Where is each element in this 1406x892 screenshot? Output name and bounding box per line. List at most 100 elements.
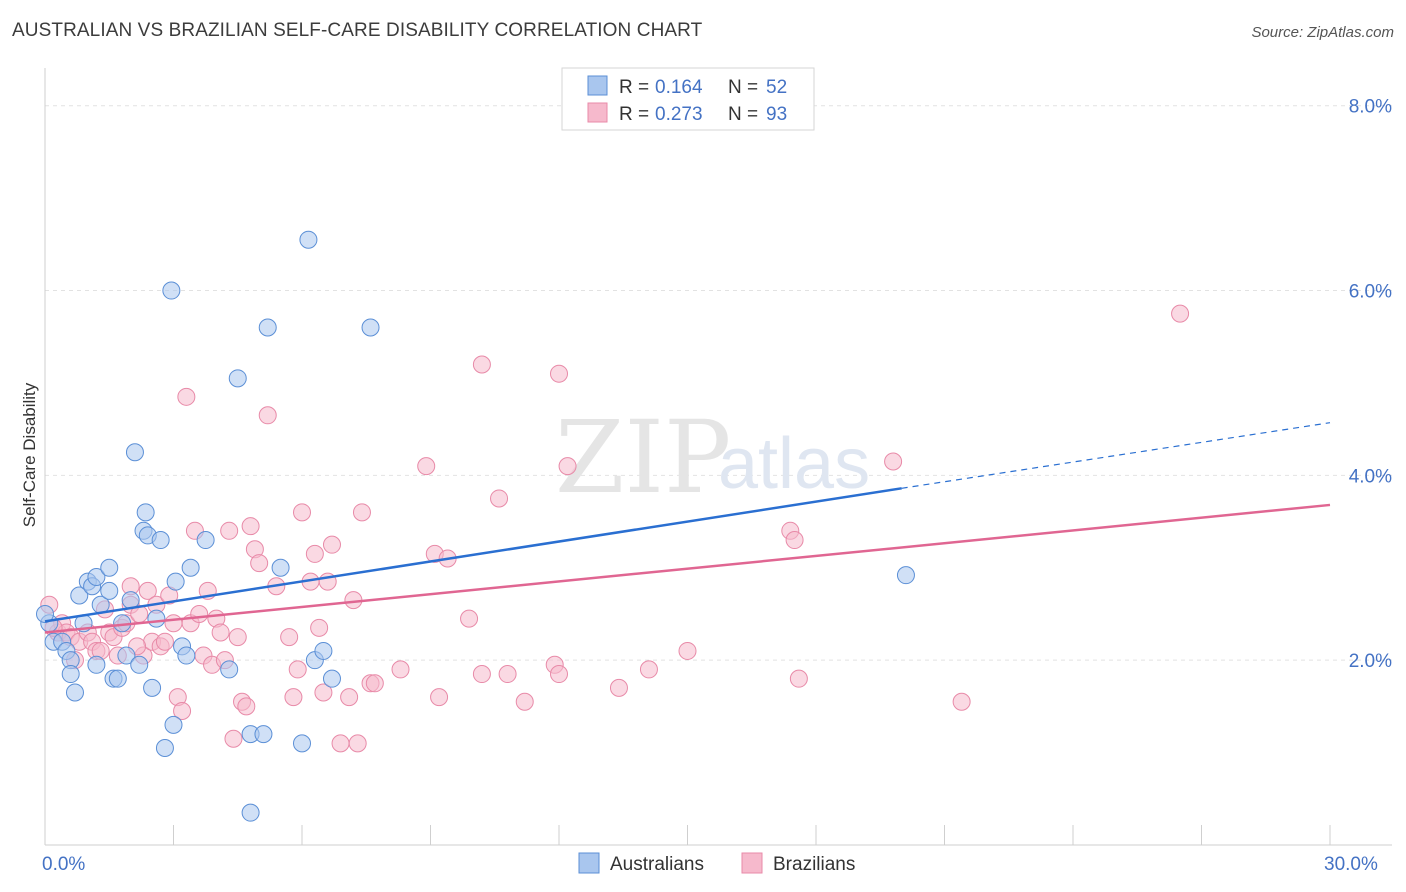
australians-swatch (587, 75, 608, 96)
australians-point (228, 369, 247, 388)
brazilians-point (250, 554, 269, 573)
australians-point (271, 558, 290, 577)
brazilians-point (310, 618, 329, 637)
brazilians-point (284, 688, 303, 707)
y-tick-label: 4.0% (1349, 466, 1392, 487)
brazilians-points (40, 304, 1190, 753)
australians-point (125, 443, 144, 462)
australians-point (155, 738, 174, 757)
australians-point (896, 566, 915, 585)
chart-source: Source: ZipAtlas.com (1251, 24, 1394, 41)
australians-point (254, 725, 273, 744)
brazilians-point (224, 729, 243, 748)
australians-point (65, 683, 84, 702)
brazilians-point (678, 641, 697, 660)
brazilians-point (550, 665, 568, 684)
australians-point (361, 318, 380, 337)
y-axis-label: Self-Care Disability (20, 382, 39, 527)
brazilians-point (280, 628, 299, 647)
australians-point (196, 531, 215, 550)
australians-point (258, 318, 277, 337)
brazilians-point (220, 521, 239, 540)
brazilians-point (884, 452, 903, 471)
australians-point (151, 531, 170, 550)
brazilians-point (164, 614, 183, 633)
brazilians-point (558, 457, 577, 476)
brazilians-point (322, 535, 341, 554)
brazilians-point (550, 364, 568, 383)
australians-point (293, 734, 311, 753)
australians-point (87, 568, 106, 587)
australians-point (117, 646, 136, 665)
australians-point (136, 503, 155, 522)
brazilians-swatch (587, 102, 608, 123)
brazilians-point (789, 669, 808, 688)
australians-point (299, 230, 318, 249)
australians-point (220, 660, 239, 679)
legend-r-value-br: 0.273 (655, 104, 703, 125)
australians-point (314, 641, 333, 660)
axes (44, 68, 1392, 846)
australians-point (143, 678, 162, 697)
brazilians-point (293, 503, 311, 522)
brazilians-point (490, 489, 509, 508)
x-tick-label-min: 0.0% (42, 854, 85, 875)
brazilians-trend-line (44, 503, 1331, 634)
legend-r-value-au: 0.164 (655, 77, 703, 98)
brazilians-point (314, 683, 333, 702)
brazilians-point (365, 674, 384, 693)
brazilians-point (211, 623, 230, 642)
brazilians-point (348, 734, 367, 753)
brazilians-point (228, 628, 247, 647)
watermark-zip: ZIP (555, 399, 731, 516)
brazilians-point (177, 387, 196, 406)
australians-point (61, 665, 80, 684)
legend-r-label-au: R = (619, 77, 649, 98)
brazilians-point (173, 702, 192, 721)
australians-point (241, 803, 260, 822)
australians-point (147, 609, 166, 628)
australians-point (36, 604, 54, 623)
brazilians-point (639, 660, 658, 679)
australians-point (177, 646, 196, 665)
brazilians-point (352, 503, 371, 522)
brazilians-point (1171, 304, 1190, 323)
australians-point (181, 558, 200, 577)
australians-point (162, 281, 181, 300)
australians-trend-line (44, 487, 902, 623)
australians-point (130, 655, 149, 674)
x-ticks (44, 825, 1331, 845)
australians-point (100, 558, 119, 577)
brazilians-point (430, 688, 449, 707)
brazilians-point (609, 678, 628, 697)
brazilians-point (190, 604, 209, 623)
brazilians-point (472, 665, 491, 684)
australians-point (166, 572, 185, 591)
brazilians-point (472, 355, 491, 374)
brazilians-point (138, 581, 157, 600)
y-tick-label: 8.0% (1349, 97, 1392, 118)
legend-n-label-br: N = (728, 104, 758, 125)
brazilians-point (340, 688, 359, 707)
stats-legend: R = 0.164 N = 52 R = 0.273 N = 93 (561, 67, 815, 131)
grid-lines (45, 105, 1392, 661)
brazilians-point (391, 660, 410, 679)
y-tick-labels: 2.0% 4.0% 6.0% 8.0% (1349, 97, 1392, 672)
brazilians-point (331, 734, 350, 753)
brazilians-point (515, 692, 534, 711)
watermark: ZIP atlas (555, 399, 870, 516)
australians-point (322, 669, 341, 688)
brazilians-point (258, 406, 277, 425)
brazilians-point (237, 697, 256, 716)
legend-r-label-br: R = (619, 104, 649, 125)
brazilians-point (952, 692, 971, 711)
series-legend: Australians Brazilians (578, 852, 855, 875)
australians-point (108, 669, 127, 688)
brazilians-point (785, 531, 804, 550)
x-tick-label-max: 30.0% (1324, 854, 1378, 875)
brazilians-point (155, 632, 174, 651)
bottom-legend-australians: Australians (610, 854, 704, 875)
chart-title: AUSTRALIAN VS BRAZILIAN SELF-CARE DISABI… (12, 20, 703, 41)
brazilians-point (241, 517, 260, 536)
y-tick-label: 2.0% (1349, 651, 1392, 672)
